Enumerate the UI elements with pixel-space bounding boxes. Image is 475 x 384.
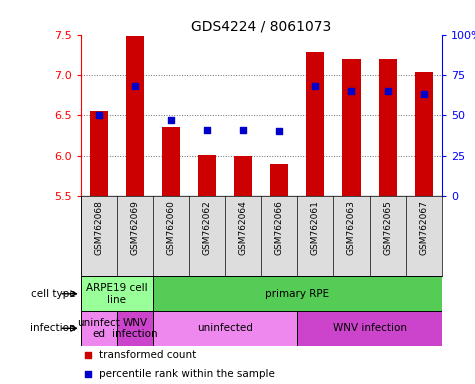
Bar: [270, 164, 288, 196]
Bar: [126, 36, 144, 196]
Point: [84, 352, 92, 358]
Bar: [90, 111, 108, 196]
Point: [95, 112, 103, 118]
Bar: [81, 311, 117, 346]
Point: [420, 91, 428, 97]
Text: ARPE19 cell
line: ARPE19 cell line: [86, 283, 148, 305]
Text: GSM762064: GSM762064: [239, 200, 247, 255]
Text: GSM762061: GSM762061: [311, 200, 320, 255]
Text: GSM762068: GSM762068: [95, 200, 103, 255]
Text: GSM762066: GSM762066: [275, 200, 284, 255]
Point: [312, 83, 319, 89]
Bar: [342, 59, 361, 196]
Text: GSM762069: GSM762069: [131, 200, 139, 255]
Point: [84, 371, 92, 377]
Point: [167, 117, 175, 123]
Text: uninfect
ed: uninfect ed: [77, 318, 120, 339]
Text: infection: infection: [30, 323, 76, 333]
Bar: [198, 155, 216, 196]
Bar: [234, 156, 252, 196]
Text: uninfected: uninfected: [197, 323, 253, 333]
Text: transformed count: transformed count: [99, 350, 196, 360]
Bar: [297, 311, 442, 346]
Point: [239, 127, 247, 133]
Title: GDS4224 / 8061073: GDS4224 / 8061073: [191, 20, 332, 33]
Bar: [153, 311, 297, 346]
Bar: [162, 127, 180, 196]
Text: GSM762067: GSM762067: [419, 200, 428, 255]
Bar: [153, 276, 442, 311]
Text: WNV infection: WNV infection: [332, 323, 407, 333]
Point: [348, 88, 355, 94]
Point: [131, 83, 139, 89]
Bar: [117, 311, 153, 346]
Bar: [81, 276, 153, 311]
Text: primary RPE: primary RPE: [265, 289, 329, 299]
Bar: [379, 59, 397, 196]
Text: GSM762063: GSM762063: [347, 200, 356, 255]
Bar: [306, 52, 324, 196]
Text: GSM762065: GSM762065: [383, 200, 392, 255]
Text: cell type: cell type: [31, 289, 76, 299]
Point: [276, 128, 283, 134]
Text: GSM762060: GSM762060: [167, 200, 175, 255]
Text: WNV
infection: WNV infection: [112, 318, 158, 339]
Point: [384, 88, 391, 94]
Text: GSM762062: GSM762062: [203, 200, 211, 255]
Text: percentile rank within the sample: percentile rank within the sample: [99, 369, 275, 379]
Point: [203, 127, 211, 133]
Bar: [415, 73, 433, 196]
